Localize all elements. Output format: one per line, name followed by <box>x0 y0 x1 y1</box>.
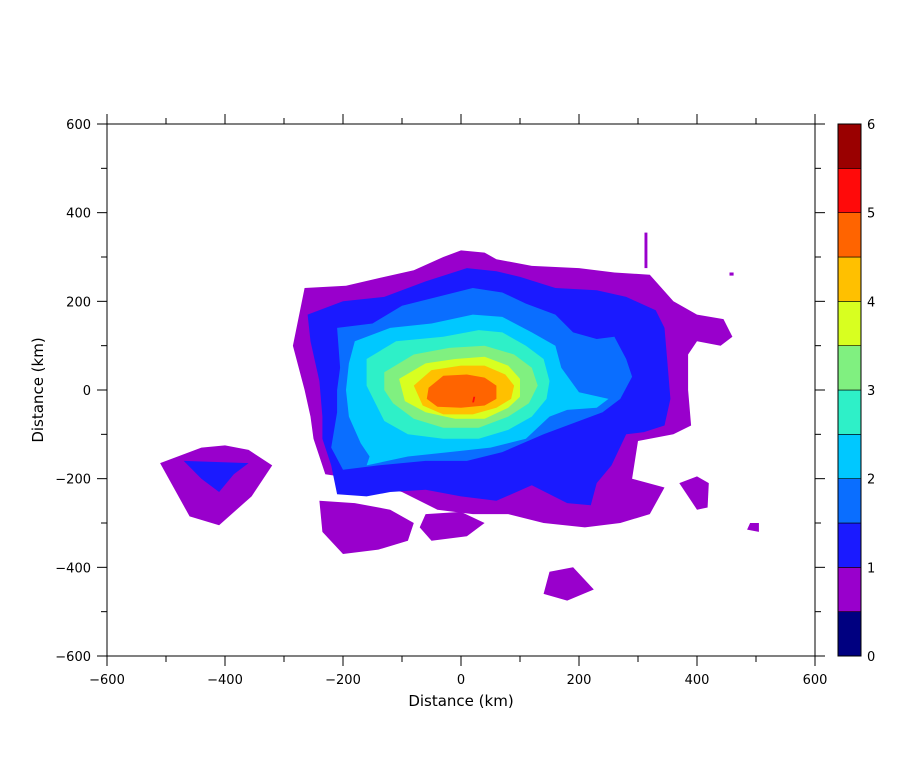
contour-region-10 <box>183 460 249 492</box>
colorbar-segment <box>837 522 862 568</box>
colorbar-segment <box>837 345 862 391</box>
contour-region-19 <box>472 396 476 403</box>
colorbar-segment <box>837 389 862 435</box>
colorbar-segment <box>837 434 862 479</box>
colorbar-frame <box>837 123 862 657</box>
y-tick-label: −200 <box>55 473 91 488</box>
x-tick-label: 600 <box>803 673 828 688</box>
colorbar-tick-label: 6 <box>867 118 875 133</box>
colorbar-tick-label: 5 <box>867 207 875 222</box>
colorbar-tick-label: 1 <box>867 561 875 576</box>
colorbar-segment <box>837 301 862 346</box>
x-tick-label: −600 <box>89 673 125 688</box>
y-tick-label: 0 <box>83 384 91 399</box>
colorbar-segment <box>837 123 862 169</box>
colorbar-tick-label: 3 <box>867 384 875 399</box>
contour-region-3 <box>419 511 485 541</box>
y-tick-label: 200 <box>66 295 91 310</box>
contour-region-8 <box>729 272 734 276</box>
y-tick-label: 600 <box>66 118 91 133</box>
y-tick-label: −600 <box>55 650 91 665</box>
axis-ticks: −600 −400 −200 0 200 400 600 −600 −400 −200 0 200 40… <box>55 114 827 688</box>
colorbar-segment <box>837 611 862 657</box>
colorbar-segment <box>837 478 862 524</box>
colorbar-tick-label: 0 <box>867 650 875 665</box>
contour-region-7 <box>644 232 648 269</box>
x-axis-label: Distance (km) <box>408 692 513 710</box>
colorbar-segment <box>837 212 862 258</box>
contour-region-4 <box>543 567 594 601</box>
contour-region-6 <box>747 523 759 532</box>
x-tick-label: −200 <box>325 673 361 688</box>
x-tick-label: −400 <box>207 673 243 688</box>
x-tick-label: 200 <box>567 673 592 688</box>
colorbar-tick-label: 2 <box>867 473 875 488</box>
colorbar: 0 1 2 3 4 5 6 <box>837 118 875 665</box>
colorbar-segment <box>837 168 862 213</box>
contour-region-5 <box>679 476 709 510</box>
y-tick-label: −400 <box>55 561 91 576</box>
contour-region-2 <box>319 500 414 554</box>
colorbar-tick-label: 4 <box>867 295 875 310</box>
contour-region-18 <box>426 374 497 408</box>
colorbar-segment <box>837 256 862 302</box>
x-tick-label: 400 <box>685 673 710 688</box>
y-axis-label: Distance (km) <box>29 337 47 442</box>
x-tick-label: 0 <box>457 673 465 688</box>
colorbar-segment <box>837 567 862 612</box>
y-tick-label: 400 <box>66 207 91 222</box>
contour-regions <box>160 232 759 601</box>
